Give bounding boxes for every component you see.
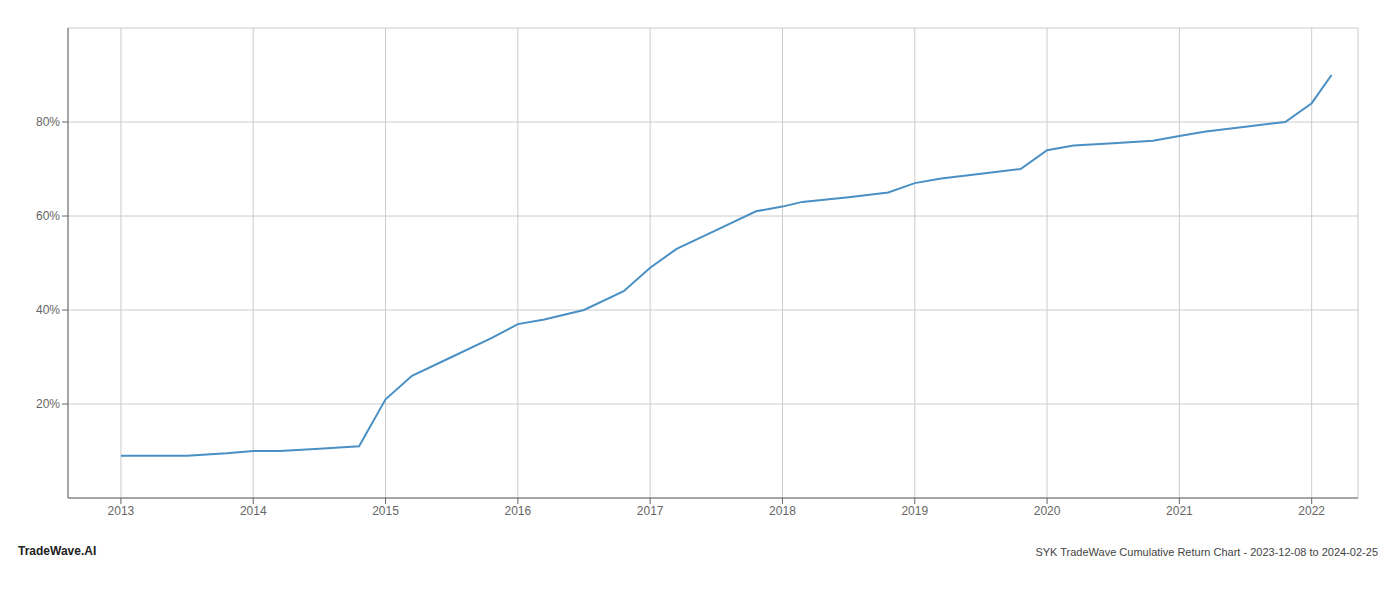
svg-text:2018: 2018 xyxy=(769,504,796,518)
svg-text:2021: 2021 xyxy=(1166,504,1193,518)
svg-text:2015: 2015 xyxy=(372,504,399,518)
svg-text:60%: 60% xyxy=(36,209,60,223)
html-text:SYK TradeWave Cumulative Retur: SYK TradeWave Cumulative Return Chart - … xyxy=(1035,546,1378,558)
svg-text:2013: 2013 xyxy=(108,504,135,518)
svg-text:20%: 20% xyxy=(36,397,60,411)
html-text:TradeWave.AI: TradeWave.AI xyxy=(18,544,97,558)
svg-text:2016: 2016 xyxy=(504,504,531,518)
svg-text:40%: 40% xyxy=(36,303,60,317)
svg-text:2020: 2020 xyxy=(1034,504,1061,518)
svg-text:2019: 2019 xyxy=(901,504,928,518)
svg-text:2022: 2022 xyxy=(1298,504,1325,518)
svg-text:2014: 2014 xyxy=(240,504,267,518)
svg-text:80%: 80% xyxy=(36,115,60,129)
svg-text:2017: 2017 xyxy=(637,504,664,518)
